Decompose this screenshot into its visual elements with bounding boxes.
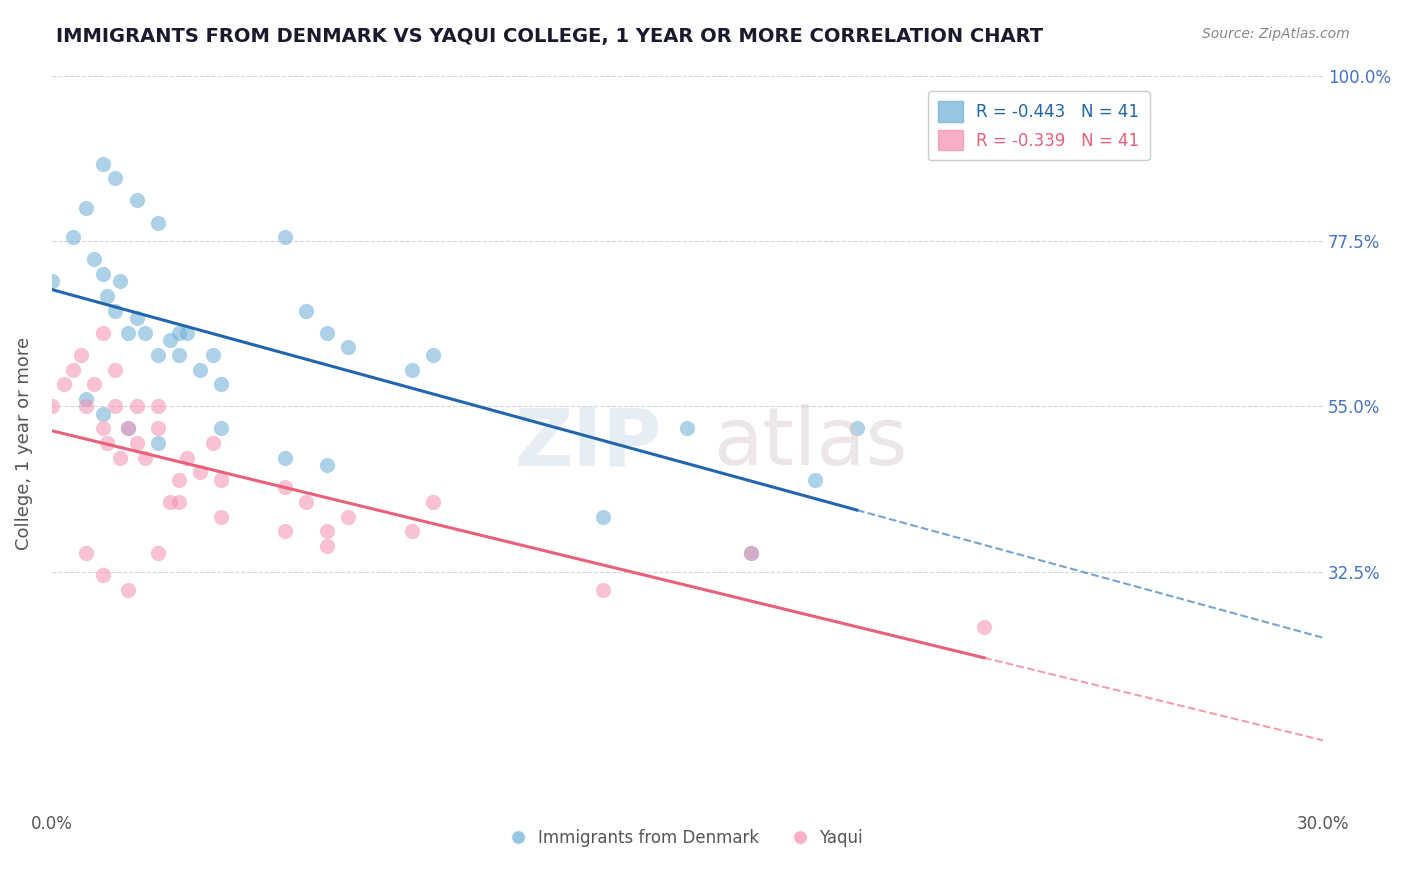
Point [176,450,198,465]
Point [422,495,444,509]
Point [274,450,297,465]
Point [316,524,339,539]
Point [167,495,190,509]
Point [83,252,105,267]
Point [740,546,762,560]
Point [167,326,190,340]
Point [295,495,318,509]
Point [401,524,423,539]
Point [176,326,198,340]
Point [91,407,114,421]
Point [125,399,148,413]
Point [108,450,131,465]
Point [159,495,181,509]
Point [316,326,339,340]
Y-axis label: College, 1 year or more: College, 1 year or more [15,336,32,549]
Point [146,436,169,450]
Point [125,194,148,208]
Point [146,399,169,413]
Point [146,215,169,229]
Point [209,509,232,524]
Point [209,421,232,435]
Point [146,348,169,362]
Point [337,341,360,355]
Point [274,524,297,539]
Point [83,377,105,392]
Point [62,362,84,376]
Point [146,421,169,435]
Text: atlas: atlas [713,404,907,482]
Point [592,582,614,597]
Point [316,539,339,553]
Point [91,568,114,582]
Point [159,333,181,347]
Point [740,546,762,560]
Point [91,267,114,281]
Point [676,421,699,435]
Point [104,171,127,186]
Text: ZIP: ZIP [515,404,662,482]
Point [167,473,190,487]
Point [41,399,63,413]
Point [53,377,76,392]
Point [41,274,63,288]
Point [973,620,995,634]
Point [117,421,139,435]
Point [201,436,224,450]
Text: Source: ZipAtlas.com: Source: ZipAtlas.com [1202,27,1350,41]
Point [422,348,444,362]
Point [91,421,114,435]
Point [117,326,139,340]
Point [104,362,127,376]
Point [96,289,118,303]
Legend: Immigrants from Denmark, Yaqui: Immigrants from Denmark, Yaqui [505,822,870,854]
Point [201,348,224,362]
Point [803,473,825,487]
Point [146,546,169,560]
Point [167,348,190,362]
Text: IMMIGRANTS FROM DENMARK VS YAQUI COLLEGE, 1 YEAR OR MORE CORRELATION CHART: IMMIGRANTS FROM DENMARK VS YAQUI COLLEGE… [56,27,1043,45]
Point [295,303,318,318]
Point [96,436,118,450]
Point [209,473,232,487]
Point [134,326,156,340]
Point [209,377,232,392]
Point [75,392,97,406]
Point [401,362,423,376]
Point [108,274,131,288]
Point [117,421,139,435]
Point [134,450,156,465]
Point [91,326,114,340]
Point [91,157,114,171]
Point [75,399,97,413]
Point [274,230,297,244]
Point [316,458,339,472]
Point [75,201,97,215]
Point [125,436,148,450]
Point [592,509,614,524]
Point [117,582,139,597]
Point [337,509,360,524]
Point [274,480,297,494]
Point [104,399,127,413]
Point [188,466,211,480]
Point [125,311,148,326]
Point [104,303,127,318]
Point [846,421,869,435]
Point [70,348,93,362]
Point [75,546,97,560]
Point [188,362,211,376]
Point [62,230,84,244]
